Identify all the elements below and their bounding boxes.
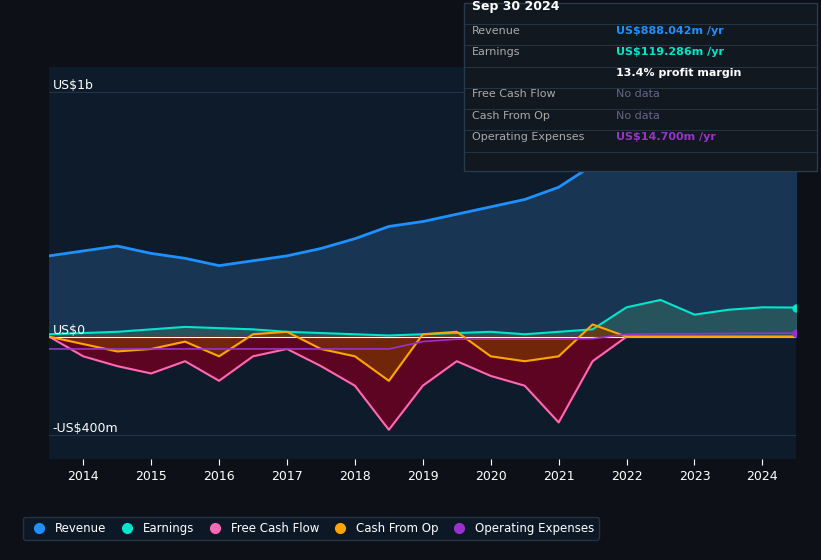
Legend: Revenue, Earnings, Free Cash Flow, Cash From Op, Operating Expenses: Revenue, Earnings, Free Cash Flow, Cash … (23, 517, 599, 539)
Text: 13.4% profit margin: 13.4% profit margin (616, 68, 741, 78)
Text: US$888.042m /yr: US$888.042m /yr (616, 26, 723, 36)
Text: Sep 30 2024: Sep 30 2024 (472, 0, 560, 12)
Text: -US$400m: -US$400m (53, 422, 118, 435)
Text: US$1b: US$1b (53, 79, 94, 92)
Text: No data: No data (616, 90, 659, 100)
Text: Free Cash Flow: Free Cash Flow (472, 90, 556, 100)
Text: US$14.700m /yr: US$14.700m /yr (616, 132, 716, 142)
Text: Cash From Op: Cash From Op (472, 111, 550, 121)
Text: Earnings: Earnings (472, 47, 521, 57)
Text: US$119.286m /yr: US$119.286m /yr (616, 47, 724, 57)
Text: Revenue: Revenue (472, 26, 521, 36)
Text: No data: No data (616, 111, 659, 121)
Text: US$0: US$0 (53, 324, 85, 337)
Text: Operating Expenses: Operating Expenses (472, 132, 585, 142)
